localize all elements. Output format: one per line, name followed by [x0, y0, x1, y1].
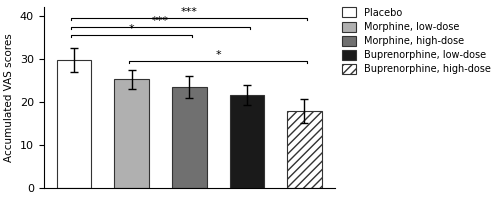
Text: ***: ***	[152, 16, 169, 26]
Text: ***: ***	[181, 7, 198, 17]
Bar	[287, 111, 322, 188]
Bar	[230, 95, 264, 188]
Bar	[57, 60, 92, 188]
Text: *: *	[129, 24, 134, 34]
Legend: Placebo, Morphine, low-dose, Morphine, high-dose, Buprenorphine, low-dose, Bupre: Placebo, Morphine, low-dose, Morphine, h…	[338, 4, 495, 78]
Bar	[114, 79, 149, 188]
Y-axis label: Accumulated VAS scores: Accumulated VAS scores	[4, 33, 14, 162]
Bar	[172, 87, 206, 188]
Text: *: *	[215, 50, 221, 60]
